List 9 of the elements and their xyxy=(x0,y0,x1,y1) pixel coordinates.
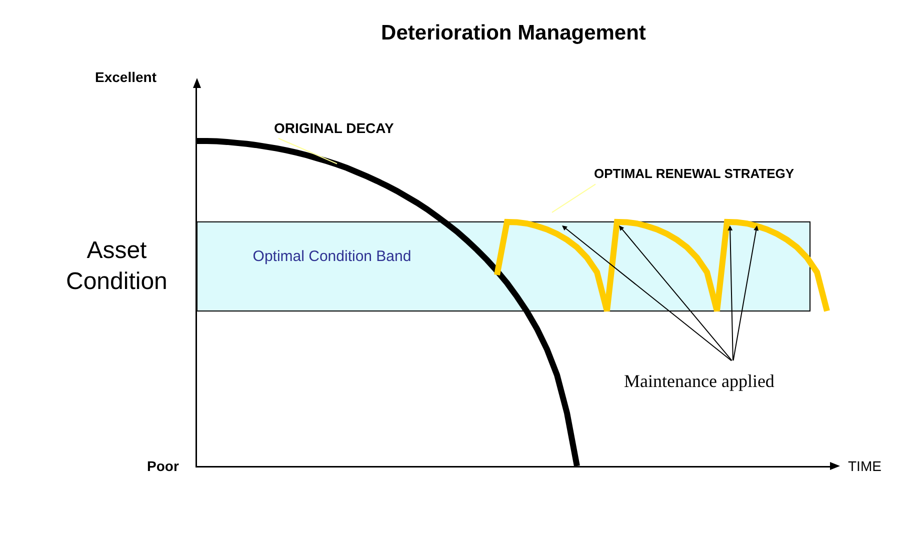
y-axis-title: Asset Condition xyxy=(66,237,168,296)
band-label: Optimal Condition Band xyxy=(252,248,412,265)
text: Poor xyxy=(147,458,180,474)
chart-title: Deterioration Management xyxy=(381,22,646,45)
x-axis-title: TIME xyxy=(848,458,882,474)
text: Excellent xyxy=(95,69,157,85)
annotation: Maintenance applied xyxy=(624,371,774,391)
text: ORIGINAL DECAY xyxy=(274,120,394,136)
annotation: OPTIMAL RENEWAL STRATEGY xyxy=(594,166,794,181)
